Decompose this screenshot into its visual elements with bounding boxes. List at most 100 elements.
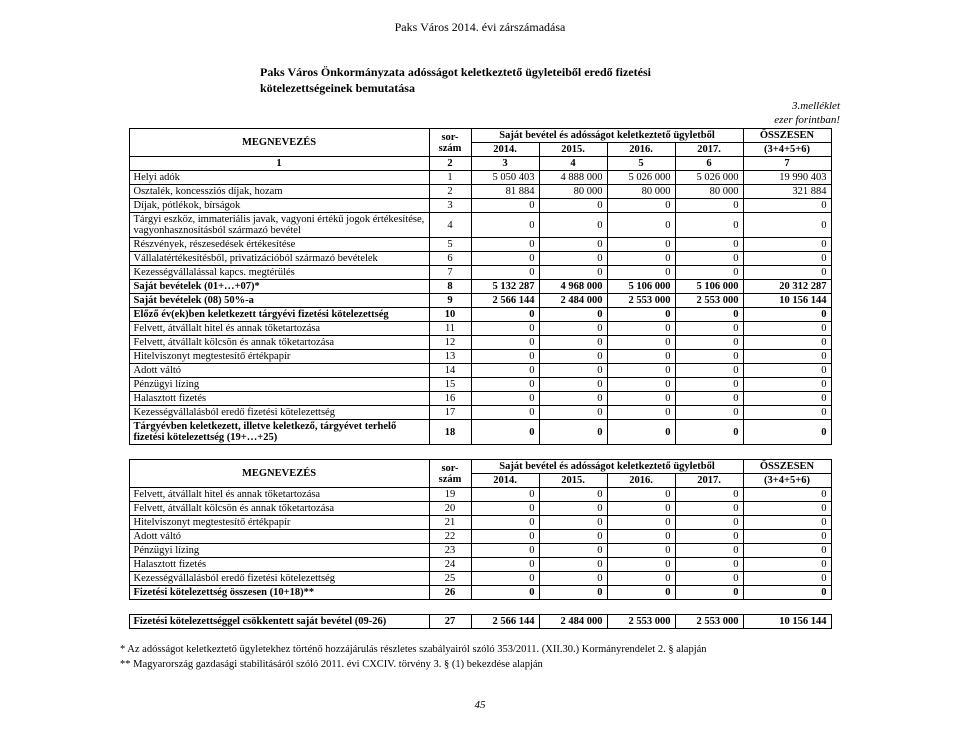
cell-sum: 0: [743, 322, 831, 336]
cell-2014: 0: [471, 572, 539, 586]
table-row: Tárgyévben keletkezett, illetve keletkez…: [129, 420, 831, 445]
cell-sorszam: 16: [429, 392, 471, 406]
cell-2016: 0: [607, 586, 675, 600]
cell-2017: 0: [675, 558, 743, 572]
cell-2015: 0: [539, 378, 607, 392]
cell-sorszam: 2: [429, 185, 471, 199]
cell-sum: 321 884: [743, 185, 831, 199]
cell-label: Részvények, részesedések értékesítése: [129, 238, 429, 252]
table-row: Adott váltó2200000: [129, 530, 831, 544]
cell-label: Halasztott fizetés: [129, 392, 429, 406]
th2-2014: 2014.: [471, 474, 539, 488]
th2-osszesen-bot: (3+4+5+6): [743, 474, 831, 488]
cell-sorszam: 26: [429, 586, 471, 600]
th-sorszam: sor- szám: [429, 129, 471, 157]
cell-sorszam: 4: [429, 213, 471, 238]
cell-2014: 0: [471, 350, 539, 364]
cell-2014: 0: [471, 516, 539, 530]
table-row: Halasztott fizetés1600000: [129, 392, 831, 406]
th-idx-6: 6: [675, 157, 743, 171]
cell-2015: 2 484 000: [539, 294, 607, 308]
subtitle-line-2: kötelezettségeinek bemutatása: [260, 81, 840, 97]
cell-2015: 0: [539, 252, 607, 266]
cell-2017: 0: [675, 420, 743, 445]
cell-2016: 0: [607, 238, 675, 252]
cell-sum: 0: [743, 336, 831, 350]
cell-2015: 80 000: [539, 185, 607, 199]
cell-2016: 2 553 000: [607, 615, 675, 629]
cell-label: Adott váltó: [129, 364, 429, 378]
cell-2017: 0: [675, 502, 743, 516]
cell-sum: 19 990 403: [743, 171, 831, 185]
cell-sum: 0: [743, 572, 831, 586]
cell-label: Pénzügyi lízing: [129, 544, 429, 558]
cell-2016: 0: [607, 530, 675, 544]
cell-label: Hitelviszonyt megtestesítő értékpapír: [129, 350, 429, 364]
cell-sum: 0: [743, 406, 831, 420]
page-number: 45: [0, 699, 960, 711]
cell-sum: 0: [743, 213, 831, 238]
cell-2014: 0: [471, 544, 539, 558]
cell-sum: 0: [743, 392, 831, 406]
table-row: Díjak, pótlékok, bírságok300000: [129, 199, 831, 213]
cell-sorszam: 10: [429, 308, 471, 322]
currency-unit: ezer forintban!: [0, 114, 840, 126]
cell-2014: 5 050 403: [471, 171, 539, 185]
cell-2017: 0: [675, 392, 743, 406]
th-2017: 2017.: [675, 143, 743, 157]
cell-2014: 0: [471, 488, 539, 502]
table-row: Felvett, átvállalt kölcsön és annak tőke…: [129, 336, 831, 350]
table-row: Előző év(ek)ben keletkezett tárgyévi fiz…: [129, 308, 831, 322]
cell-2015: 0: [539, 336, 607, 350]
cell-2016: 0: [607, 502, 675, 516]
cell-2017: 5 106 000: [675, 280, 743, 294]
cell-2016: 0: [607, 392, 675, 406]
cell-sorszam: 27: [429, 615, 471, 629]
table-row: Kezességvállalásból eredő fizetési kötel…: [129, 572, 831, 586]
cell-sum: 0: [743, 502, 831, 516]
cell-2017: 0: [675, 544, 743, 558]
cell-sorszam: 17: [429, 406, 471, 420]
cell-2015: 4 888 000: [539, 171, 607, 185]
table-row: Helyi adók15 050 4034 888 0005 026 0005 …: [129, 171, 831, 185]
cell-label: Kezességvállalásból eredő fizetési kötel…: [129, 406, 429, 420]
th-2015: 2015.: [539, 143, 607, 157]
th2-2015: 2015.: [539, 474, 607, 488]
cell-2017: 0: [675, 238, 743, 252]
cell-2014: 0: [471, 378, 539, 392]
cell-sorszam: 8: [429, 280, 471, 294]
cell-2017: 0: [675, 336, 743, 350]
cell-sum: 10 156 144: [743, 615, 831, 629]
cell-2016: 0: [607, 488, 675, 502]
cell-2015: 0: [539, 502, 607, 516]
th-2014: 2014.: [471, 143, 539, 157]
cell-2016: 0: [607, 308, 675, 322]
th2-2017: 2017.: [675, 474, 743, 488]
table-row: Saját bevételek (08) 50%-a92 566 1442 48…: [129, 294, 831, 308]
cell-2015: 4 968 000: [539, 280, 607, 294]
table-row: Pénzügyi lízing2300000: [129, 544, 831, 558]
table-row: Hitelviszonyt megtestesítő értékpapír210…: [129, 516, 831, 530]
cell-2016: 0: [607, 558, 675, 572]
table-row: Pénzügyi lízing1500000: [129, 378, 831, 392]
cell-2016: 0: [607, 364, 675, 378]
cell-2014: 2 566 144: [471, 615, 539, 629]
footnote-2: ** Magyarország gazdasági stabilitásáról…: [120, 658, 840, 673]
cell-sum: 0: [743, 308, 831, 322]
cell-2015: 0: [539, 488, 607, 502]
cell-2014: 0: [471, 502, 539, 516]
cell-2016: 0: [607, 336, 675, 350]
table-summary: Fizetési kötelezettséggel csökkentett sa…: [129, 614, 832, 629]
cell-2015: 0: [539, 364, 607, 378]
th-span: Saját bevétel és adósságot keletkeztető …: [471, 129, 743, 143]
th2-osszesen-top: ÖSSZESEN: [743, 460, 831, 474]
cell-2014: 0: [471, 336, 539, 350]
table-row: Vállalatértékesítésből, privatizációból …: [129, 252, 831, 266]
cell-label: Tárgyévben keletkezett, illetve keletkez…: [129, 420, 429, 445]
cell-2015: 0: [539, 530, 607, 544]
cell-2016: 0: [607, 378, 675, 392]
cell-label: Osztalék, koncessziós díjak, hozam: [129, 185, 429, 199]
cell-2015: 0: [539, 516, 607, 530]
cell-label: Hitelviszonyt megtestesítő értékpapír: [129, 516, 429, 530]
table-row: Részvények, részesedések értékesítése500…: [129, 238, 831, 252]
